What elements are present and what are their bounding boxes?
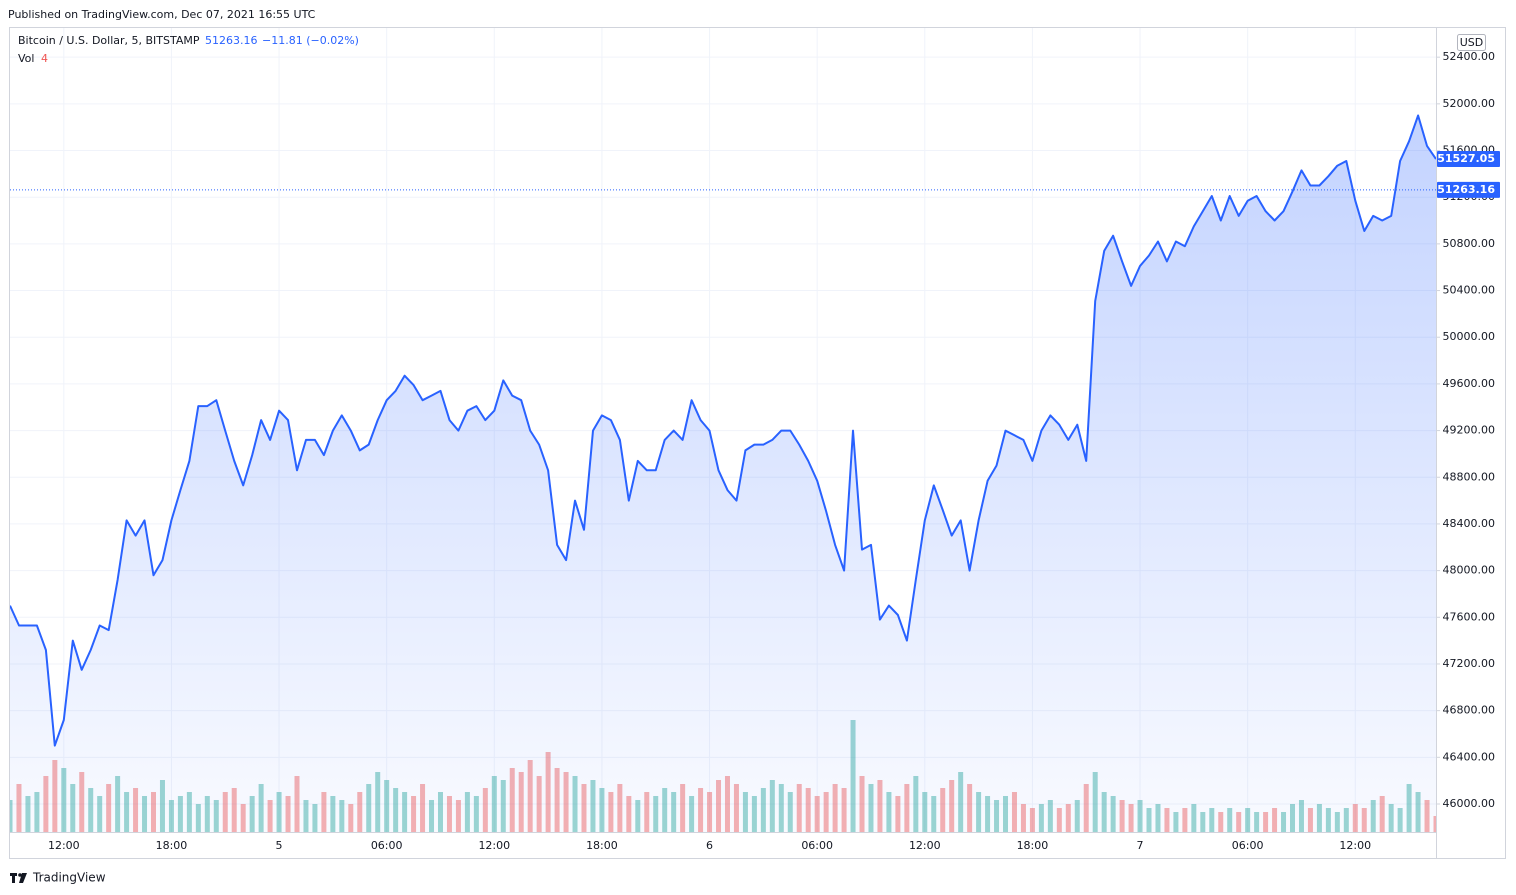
- symbol-title: Bitcoin / U.S. Dollar, 5, BITSTAMP: [18, 34, 200, 47]
- x-tick-label: 06:00: [371, 839, 403, 852]
- currency-box: [1457, 34, 1486, 51]
- last-value-label: 51527.05: [1437, 152, 1495, 165]
- x-tick-label: 5: [276, 839, 283, 852]
- axes: 46000.00 46400.00 46800.00 47200.00 47600.00…: [48, 50, 1500, 852]
- y-tick-label: 50800.00: [1443, 237, 1496, 250]
- y-tick-label: 47600.00: [1443, 610, 1496, 623]
- y-tick-label: 50000.00: [1443, 330, 1496, 343]
- area-fill: [10, 115, 1436, 832]
- x-tick-label: 6: [706, 839, 713, 852]
- x-tick-label: 12:00: [909, 839, 941, 852]
- volume-legend-name: Vol: [18, 52, 34, 65]
- x-tick-label: 18:00: [586, 839, 618, 852]
- y-tick-label: 49200.00: [1443, 424, 1496, 437]
- y-tick-label: 46400.00: [1443, 750, 1496, 763]
- y-tick-label: 48000.00: [1443, 564, 1496, 577]
- x-tick-label: 12:00: [1339, 839, 1371, 852]
- currency-label: USD: [1460, 36, 1484, 49]
- y-tick-label: 50400.00: [1443, 284, 1496, 297]
- brand-logo: [10, 873, 27, 883]
- header-price: 51263.16: [205, 34, 258, 47]
- x-tick-label: 7: [1137, 839, 1144, 852]
- header-change: −11.81 (−0.02%): [262, 34, 359, 47]
- x-tick-label: 18:00: [156, 839, 188, 852]
- brand-name: TradingView: [32, 871, 106, 885]
- y-tick-label: 48800.00: [1443, 470, 1496, 483]
- x-tick-label: 06:00: [801, 839, 833, 852]
- last-price-label: 51263.16: [1437, 183, 1495, 196]
- x-tick-label: 18:00: [1017, 839, 1049, 852]
- y-tick-label: 52400.00: [1443, 50, 1496, 63]
- last-value-badge: [1437, 151, 1500, 168]
- y-tick-label: 46800.00: [1443, 704, 1496, 717]
- price-line: [10, 114, 1436, 747]
- y-tick-label: 49600.00: [1443, 377, 1496, 390]
- last-price-badge: [1437, 181, 1500, 198]
- published-note: Published on TradingView.com, Dec 07, 20…: [8, 8, 316, 21]
- y-tick-label: 47200.00: [1443, 657, 1496, 670]
- plot: [10, 114, 1436, 832]
- x-tick-label: 12:00: [478, 839, 510, 852]
- y-tick-label: 52000.00: [1443, 97, 1496, 110]
- x-tick-label: 06:00: [1232, 839, 1264, 852]
- y-tick-label: 46000.00: [1443, 797, 1496, 810]
- volume-legend-value: 4: [41, 52, 48, 65]
- chart-frame: [9, 27, 1506, 859]
- y-tick-label: 48400.00: [1443, 517, 1496, 530]
- x-tick-label: 12:00: [48, 839, 80, 852]
